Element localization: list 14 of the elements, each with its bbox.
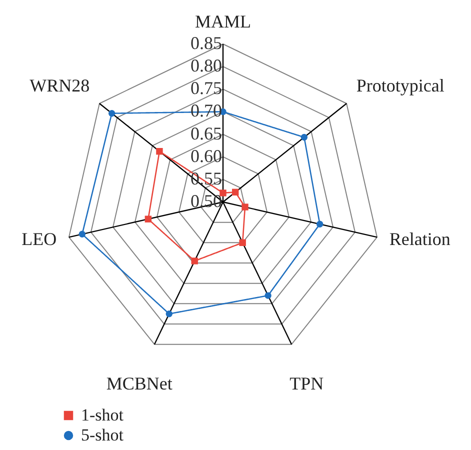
spoke-label: LEO (22, 228, 57, 249)
y-tick-label: 0.60 (190, 146, 222, 166)
spoke-label: WRN28 (30, 76, 90, 96)
y-tick-label: 0.75 (190, 78, 222, 98)
legend-label: 1-shot (81, 406, 124, 424)
spoke-label: Prototypical (356, 76, 444, 96)
y-tick-label: 0.80 (190, 56, 222, 76)
spoke-label: MCBNet (106, 374, 172, 394)
y-tick-label: 0.65 (190, 123, 222, 144)
spoke-label: MAML (194, 11, 252, 32)
y-tick-label: 0.85 (190, 33, 222, 53)
legend-label: 5-shot (81, 426, 124, 444)
spoke-label: TPN (290, 374, 324, 394)
spoke-label: Relation (389, 228, 450, 249)
